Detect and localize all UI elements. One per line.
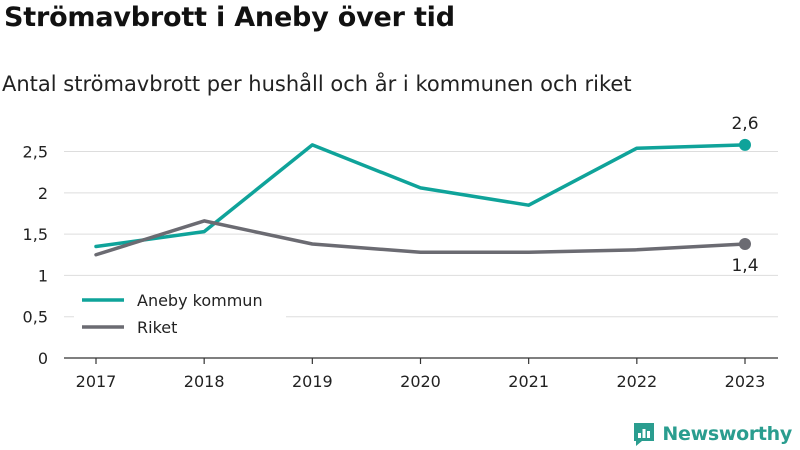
legend-label: Aneby kommun xyxy=(137,291,263,310)
brand-name: Newsworthy xyxy=(662,423,792,445)
y-tick-label: 0 xyxy=(38,349,48,368)
x-tick-label: 2018 xyxy=(184,372,225,391)
y-tick-label: 1 xyxy=(38,266,48,285)
end-value-label: 1,4 xyxy=(731,256,758,276)
x-tick-label: 2022 xyxy=(616,372,657,391)
y-tick-label: 1,5 xyxy=(23,225,48,244)
series-line-1 xyxy=(94,219,747,257)
legend-label: Riket xyxy=(137,318,177,337)
end-value-label: 2,6 xyxy=(731,114,758,134)
y-tick-label: 2,5 xyxy=(23,143,48,162)
legend: Aneby kommun Riket xyxy=(74,284,286,342)
series-end-point-0 xyxy=(739,138,751,151)
series-line-0 xyxy=(94,143,747,249)
brand-logo: Newsworthy xyxy=(632,421,792,447)
y-tick-label: 0,5 xyxy=(23,308,48,327)
y-axis-ticks: 0 0,5 1 1,5 2 2,5 xyxy=(23,143,48,368)
x-tick-label: 2021 xyxy=(508,372,549,391)
series-end-point-1 xyxy=(739,238,751,251)
chart-title: Strömavbrott i Aneby över tid xyxy=(4,2,455,33)
y-tick-label: 2 xyxy=(38,184,48,203)
series-lines xyxy=(94,138,751,257)
x-axis-ticks: 2017 2018 2019 2020 2021 2022 2023 xyxy=(76,358,766,391)
x-tick-label: 2019 xyxy=(292,372,333,391)
chart-subtitle: Antal strömavbrott per hushåll och år i … xyxy=(2,72,632,96)
x-tick-label: 2023 xyxy=(725,372,766,391)
x-tick-label: 2017 xyxy=(76,372,117,391)
x-tick-label: 2020 xyxy=(400,372,441,391)
legend-background xyxy=(74,284,286,342)
end-labels: 2,6 1,4 xyxy=(731,114,758,276)
newsworthy-logo-icon xyxy=(634,423,655,446)
